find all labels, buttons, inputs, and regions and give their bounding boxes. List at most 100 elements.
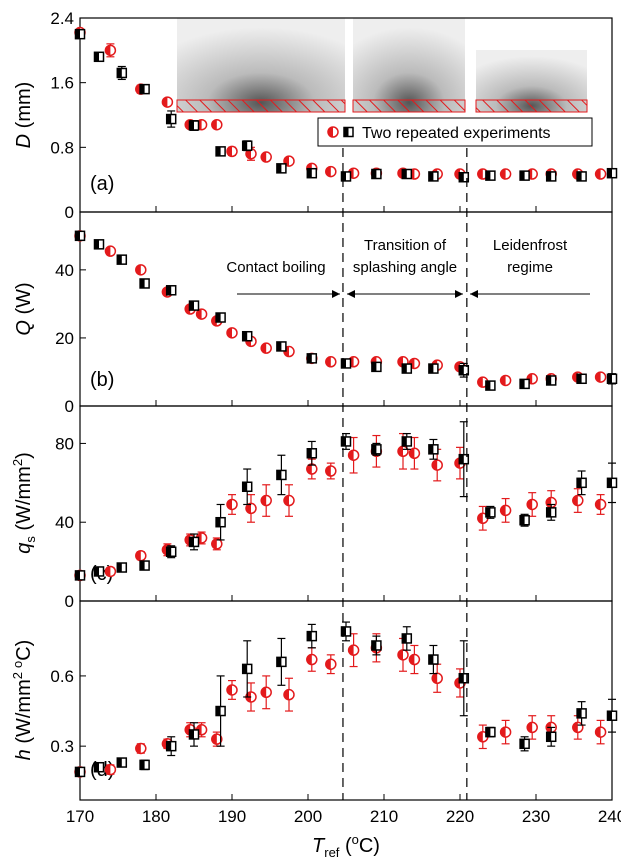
y-tick-label: 0 <box>65 592 74 611</box>
marker-fill <box>196 309 202 320</box>
data-point <box>93 51 105 63</box>
data-point <box>276 341 287 352</box>
data-point <box>104 43 117 58</box>
data-point <box>215 312 226 323</box>
marker-fill <box>189 301 194 311</box>
data-point <box>104 763 117 776</box>
marker-fill <box>371 444 377 454</box>
plot-frame <box>79 17 613 213</box>
marker-fill <box>276 341 282 351</box>
marker-fill <box>216 517 221 527</box>
marker-fill <box>227 684 232 695</box>
marker-fill <box>500 727 506 738</box>
y-tick-label: 40 <box>55 261 74 280</box>
y-tick-label: 20 <box>55 329 74 348</box>
marker-fill <box>75 570 80 580</box>
data-point <box>408 644 421 675</box>
annotation: Transition of <box>364 237 447 254</box>
data-point <box>499 374 512 387</box>
data-point <box>572 488 584 513</box>
data-point <box>215 675 226 747</box>
data-point <box>576 373 587 385</box>
marker-fill <box>409 654 415 665</box>
marker-fill <box>261 495 267 506</box>
data-point <box>477 724 489 750</box>
marker-fill <box>520 515 525 525</box>
x-tick-label: 190 <box>218 807 246 826</box>
y-tick-label: 0.8 <box>50 138 74 157</box>
marker-fill <box>428 444 434 454</box>
annotation: Leidenfrost <box>493 237 568 254</box>
marker-fill <box>216 313 221 323</box>
marker-fill <box>242 331 248 341</box>
data-point <box>276 637 287 686</box>
marker-fill <box>307 168 312 178</box>
marker-fill <box>432 673 438 684</box>
data-point <box>576 171 587 182</box>
data-point <box>340 621 352 642</box>
marker-fill <box>341 626 346 636</box>
marker-fill <box>135 264 141 275</box>
marker-fill <box>284 495 289 506</box>
data-point <box>306 353 318 364</box>
marker-fill <box>459 172 464 182</box>
data-point <box>340 171 352 182</box>
marker-fill <box>227 146 232 157</box>
marker-fill <box>306 464 312 475</box>
marker-fill <box>105 566 111 577</box>
marker-fill <box>307 353 312 363</box>
marker-fill <box>402 364 407 374</box>
marker-fill <box>477 731 483 742</box>
data-point <box>116 757 128 768</box>
data-point <box>283 677 295 712</box>
marker-fill <box>75 767 80 777</box>
data-point <box>526 492 538 517</box>
marker-fill <box>211 538 217 549</box>
data-point <box>340 432 352 450</box>
data-point <box>485 170 496 181</box>
marker-fill <box>166 285 172 295</box>
data-point <box>276 454 287 496</box>
x-tick-label: 210 <box>370 807 398 826</box>
y-tick-label: 2.4 <box>50 9 74 28</box>
marker-fill <box>94 52 99 62</box>
y-tick-label: 1.6 <box>50 74 74 93</box>
marker-fill <box>577 374 582 384</box>
data-point <box>428 171 439 182</box>
x-tick-label: 200 <box>294 807 322 826</box>
marker-fill <box>307 631 312 641</box>
y-axis-label: h (W/mm2oC) <box>10 640 35 761</box>
data-point <box>260 484 272 517</box>
data-point <box>139 560 150 571</box>
hatch <box>352 99 466 113</box>
marker-fill <box>459 673 464 683</box>
marker-fill <box>527 499 533 510</box>
data-point <box>215 503 226 541</box>
data-point <box>594 168 607 180</box>
marker-fill <box>307 448 312 458</box>
marker-fill <box>546 375 552 385</box>
data-point <box>485 726 496 738</box>
y-tick-label: 0.6 <box>50 667 74 686</box>
y-tick-label: 0 <box>65 203 74 222</box>
marker-fill <box>485 507 491 517</box>
data-point <box>325 654 337 675</box>
data-point <box>211 537 223 551</box>
marker-fill <box>402 633 407 643</box>
marker-fill <box>216 706 221 716</box>
annotation: Contact boiling <box>226 259 325 276</box>
annotation: regime <box>507 259 553 276</box>
marker-fill <box>75 231 80 241</box>
data-point <box>401 432 413 450</box>
marker-fill <box>546 507 552 517</box>
marker-fill <box>261 152 267 163</box>
data-point <box>545 726 557 747</box>
y-axis-label: qs (W/mm2) <box>10 452 38 554</box>
marker-fill <box>595 169 601 180</box>
data-point <box>306 458 318 480</box>
x-tick-label: 230 <box>522 807 550 826</box>
marker-fill <box>371 640 377 650</box>
marker-fill <box>276 657 282 667</box>
marker-fill <box>261 343 267 354</box>
